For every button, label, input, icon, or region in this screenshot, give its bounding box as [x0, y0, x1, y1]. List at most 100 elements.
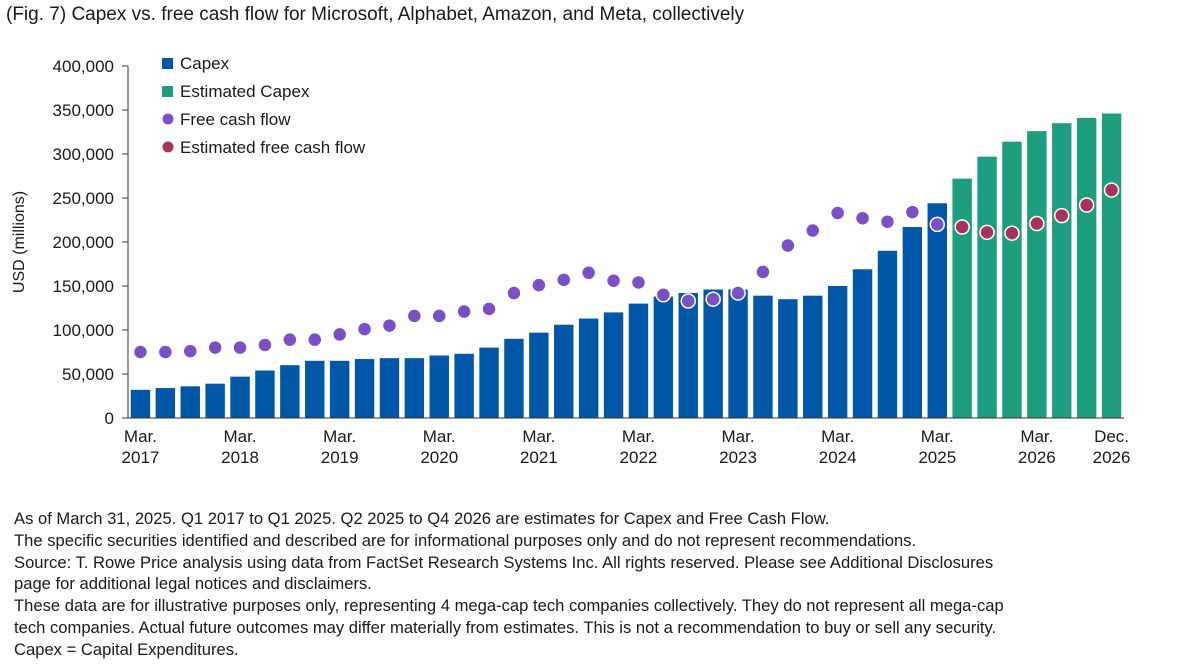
capex-bar — [902, 227, 923, 418]
fcf-dot — [854, 210, 871, 226]
capex-bar — [753, 295, 773, 418]
bar-layer — [130, 113, 1122, 419]
capex-bar — [255, 370, 275, 418]
capex-bar — [354, 359, 375, 418]
x-tick-label: Mar. — [323, 427, 356, 446]
fcf-dot — [381, 317, 398, 334]
legend-swatch-square — [162, 86, 173, 97]
footnote-line: These data are for illustrative purposes… — [14, 596, 1004, 616]
fcf-dot — [331, 326, 348, 343]
footnote-line: tech companies. Actual future outcomes m… — [14, 617, 997, 637]
capex-bar — [852, 269, 873, 418]
fcf-dot — [780, 237, 796, 254]
x-tick-label: Mar. — [622, 427, 655, 446]
estimated-capex-bar — [1076, 117, 1097, 419]
fcf-dot — [904, 204, 921, 220]
fcf-dot — [755, 264, 771, 280]
capex-bar — [827, 286, 848, 418]
fcf-dot — [929, 216, 945, 233]
estimated-fcf-dot — [1004, 225, 1020, 241]
estimated-fcf-dot — [979, 224, 995, 241]
capex-bar — [329, 360, 350, 418]
capex-bar — [653, 296, 674, 418]
capex-bar — [529, 332, 549, 418]
capex-bar — [130, 389, 151, 418]
x-tick-label: Mar. — [1020, 427, 1053, 446]
fcf-dot — [406, 308, 423, 324]
footnote-line: page for additional legal notices and di… — [14, 574, 372, 594]
fcf-dot — [307, 331, 323, 348]
fcf-dot — [431, 308, 447, 324]
fcf-dot — [829, 205, 846, 221]
estimated-fcf-dot — [1054, 207, 1070, 224]
capex-bar — [479, 347, 499, 418]
capex-bar — [429, 355, 449, 418]
fcf-dot — [680, 293, 696, 309]
capex-bar — [703, 289, 723, 418]
fcf-dot — [157, 344, 174, 360]
y-axis-label: USD (millions) — [11, 191, 28, 293]
x-tick-label: Mar. — [722, 427, 755, 446]
fcf-dot — [182, 343, 198, 359]
fcf-dot — [257, 337, 273, 353]
capex-bar — [803, 295, 823, 418]
capex-bar — [554, 324, 574, 418]
capex-bar — [778, 299, 798, 418]
y-tick-label: 0 — [105, 409, 114, 428]
dot-layer — [132, 182, 1120, 360]
fcf-dot — [580, 265, 597, 281]
legend-label: Estimated Capex — [180, 82, 310, 101]
x-tick-label: 2021 — [520, 448, 558, 467]
capex-bar — [155, 388, 176, 418]
x-tick-label: 2019 — [321, 448, 359, 467]
fcf-dot — [282, 331, 298, 348]
footnote-line: Capex = Capital Expenditures. — [14, 639, 239, 659]
y-tick-label: 50,000 — [62, 365, 114, 384]
estimated-capex-bar — [1002, 141, 1022, 418]
fcf-dot — [730, 285, 746, 301]
legend-label: Free cash flow — [180, 110, 291, 129]
capex-bar — [205, 383, 225, 418]
estimated-capex-bar — [977, 156, 997, 418]
x-tick-label: 2023 — [719, 448, 757, 467]
fcf-dot — [605, 272, 622, 289]
footnote-line: As of March 31, 2025. Q1 2017 to Q1 2025… — [14, 509, 830, 528]
y-tick-label: 150,000 — [53, 277, 114, 296]
legend: Capex Estimated Capex Free cash flow Estima… — [162, 54, 366, 157]
x-tick-label: 2025 — [918, 448, 956, 467]
estimated-capex-bar — [1101, 113, 1122, 419]
x-tick-label: Mar. — [124, 427, 157, 446]
x-tick-label: 2026 — [1018, 448, 1056, 467]
x-tick-label: 2020 — [420, 448, 458, 467]
fcf-dot — [506, 285, 522, 301]
capex-bar — [280, 365, 300, 418]
x-tick-label: 2018 — [221, 448, 259, 467]
capex-bar — [877, 250, 898, 418]
y-tick-label: 300,000 — [53, 145, 114, 164]
fcf-dot — [630, 274, 647, 291]
capex-bar — [578, 318, 599, 418]
legend-swatch-square — [162, 58, 173, 69]
fcf-dot — [356, 321, 373, 337]
fcf-dot — [556, 272, 572, 288]
legend-label: Capex — [180, 54, 230, 73]
x-tick-label: Mar. — [224, 427, 257, 446]
footnotes: As of March 31, 2025. Q1 2017 to Q1 2025… — [14, 508, 1190, 661]
estimated-capex-bar — [1027, 131, 1047, 418]
y-axis-ticks: 400,000 350,000 300,000 250,000 200,000 150,0… — [53, 57, 128, 428]
capex-bar — [603, 312, 624, 418]
footnote-line: Source: T. Rowe Price analysis using dat… — [14, 552, 994, 572]
fcf-dot — [655, 287, 672, 303]
fcf-dot — [132, 344, 149, 360]
x-tick-label: Mar. — [921, 427, 954, 446]
fcf-dot — [232, 339, 248, 356]
capex-bar — [379, 358, 400, 418]
estimated-capex-bar — [1052, 123, 1072, 418]
x-tick-label: 2022 — [620, 448, 658, 467]
legend-swatch-dot — [162, 113, 174, 125]
capex-bar — [230, 376, 250, 418]
fcf-dot — [531, 277, 547, 293]
x-tick-label: Mar. — [522, 427, 555, 446]
capex-bar — [678, 293, 698, 418]
y-tick-label: 200,000 — [53, 233, 114, 252]
